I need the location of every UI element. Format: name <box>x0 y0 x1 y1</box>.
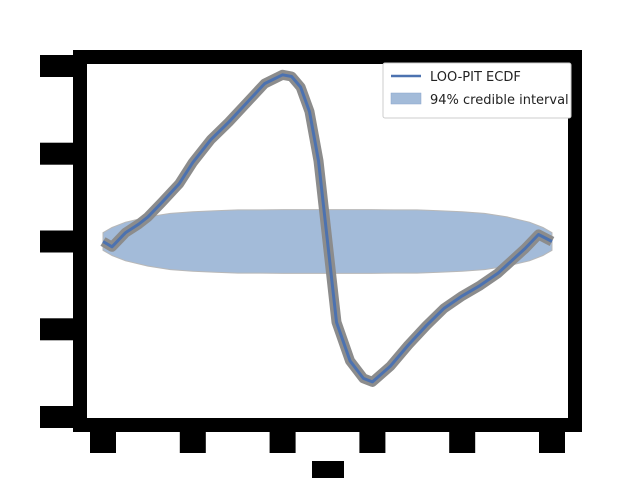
y-tick-4 <box>40 55 73 77</box>
x-tick-0 <box>90 431 116 453</box>
y-tick-3 <box>40 142 73 165</box>
x-tick-3 <box>359 431 386 453</box>
x-tick-1 <box>179 431 206 453</box>
y-tick-1 <box>40 318 73 341</box>
ecdf-line-layer <box>100 69 555 387</box>
axis-ticks <box>40 55 565 478</box>
y-tick-0 <box>40 406 73 428</box>
x-tick-4 <box>449 431 476 453</box>
legend-band-label: 94% credible interval <box>430 93 569 108</box>
x-axis-label-block <box>312 461 344 478</box>
ecdf-line <box>102 73 553 384</box>
x-tick-2 <box>269 431 296 453</box>
legend-band-swatch <box>390 92 422 105</box>
legend: LOO-PIT ECDF 94% credible interval <box>382 62 572 119</box>
legend-ecdf-label: LOO-PIT ECDF <box>430 70 521 85</box>
x-tick-5 <box>539 431 565 453</box>
legend-box <box>382 62 572 119</box>
y-tick-2 <box>40 230 73 253</box>
